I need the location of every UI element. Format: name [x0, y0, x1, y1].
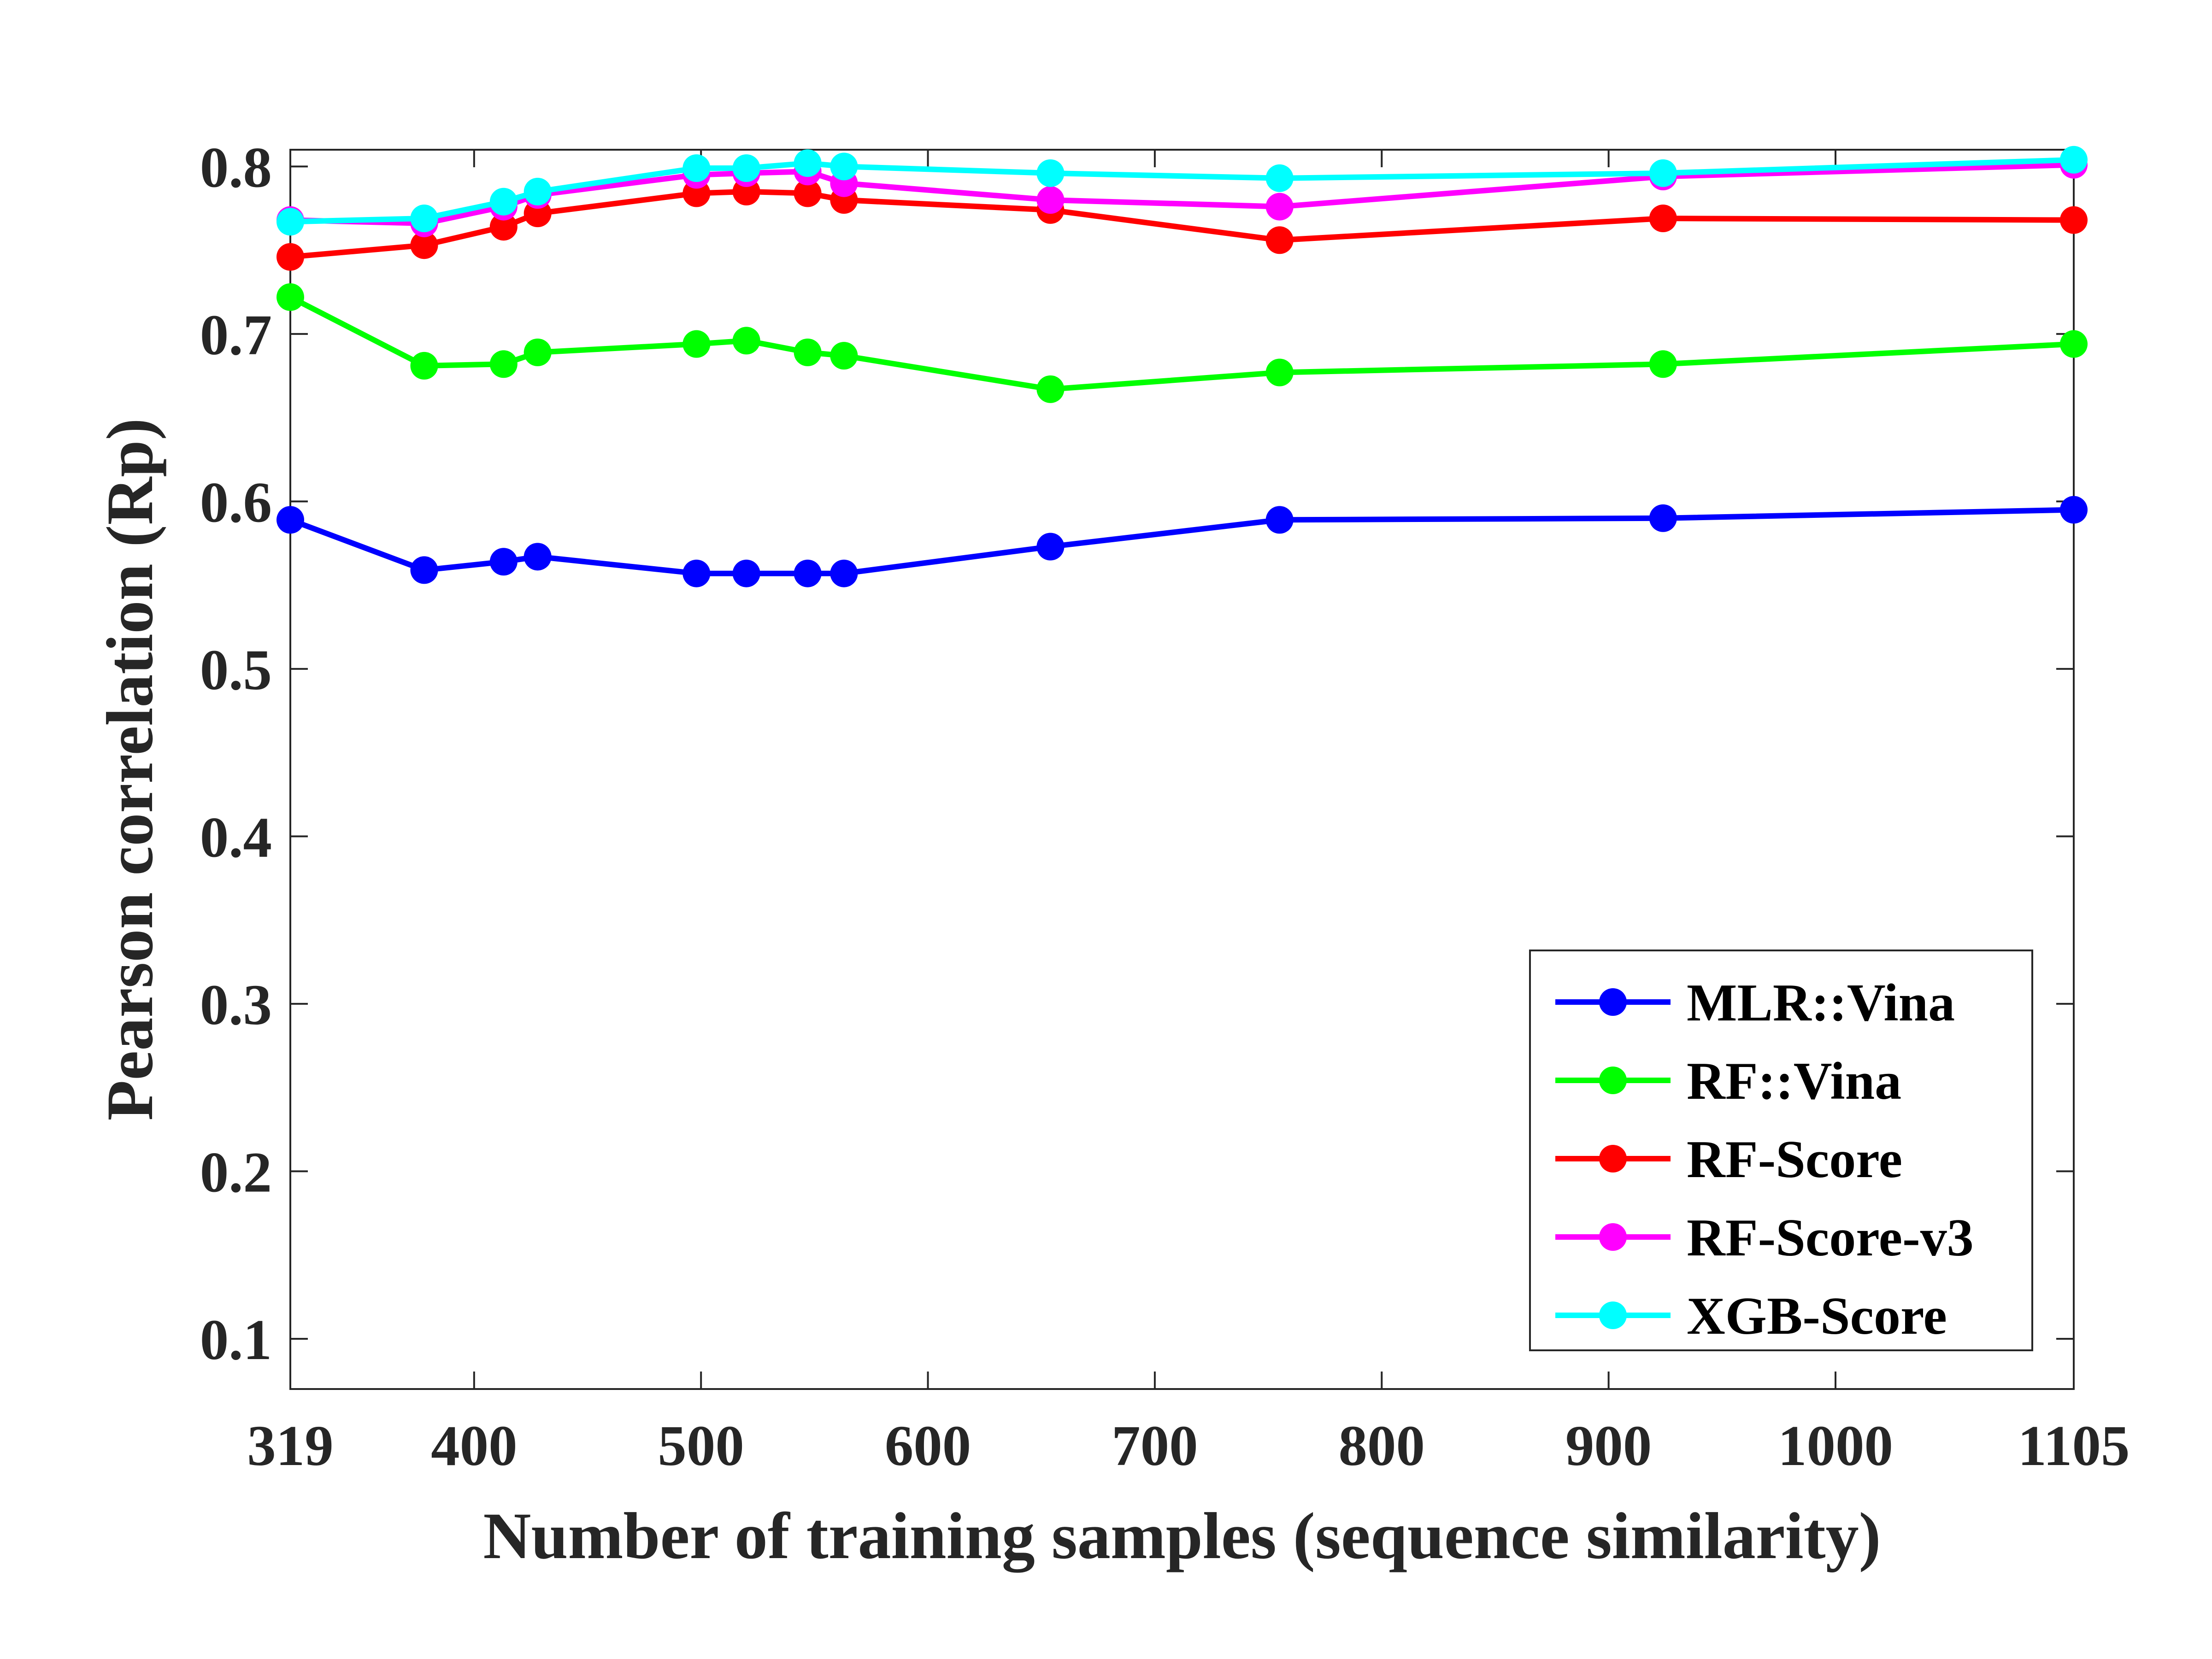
legend-marker: [1599, 1145, 1627, 1172]
y-tick-label: 0.3: [200, 973, 272, 1037]
data-point: [794, 179, 822, 207]
y-tick-label: 0.8: [200, 136, 272, 199]
data-point: [1265, 226, 1294, 254]
legend-item: RF-Score-v3: [1555, 1208, 1974, 1267]
legend-marker: [1599, 1223, 1627, 1251]
x-tick-label: 1000: [1778, 1414, 1893, 1478]
data-point: [2060, 330, 2088, 358]
data-point: [794, 338, 822, 366]
data-point: [2060, 206, 2088, 234]
x-axis: 319 400 500 600 700 800 900 1000 1105: [247, 150, 2130, 1478]
data-point: [1265, 506, 1294, 534]
data-point: [732, 154, 760, 182]
x-tick-label: 700: [1112, 1414, 1198, 1478]
legend-item: XGB-Score: [1555, 1287, 1947, 1346]
data-point: [2060, 496, 2088, 524]
data-point: [524, 543, 552, 571]
data-point: [276, 506, 304, 534]
data-point: [1649, 350, 1677, 378]
legend-label: RF::Vina: [1687, 1052, 1901, 1111]
data-point: [682, 330, 711, 358]
data-point: [1036, 533, 1065, 561]
data-point: [489, 213, 518, 241]
data-point: [489, 548, 518, 576]
data-point: [410, 556, 438, 584]
x-tick-label: 400: [431, 1414, 518, 1478]
y-tick-label: 0.4: [200, 806, 272, 869]
y-tick-label: 0.6: [200, 471, 272, 534]
data-point: [732, 327, 760, 355]
data-point: [489, 188, 518, 216]
data-point: [276, 208, 304, 236]
legend: MLR::VinaRF::VinaRF-ScoreRF-Score-v3XGB-…: [1529, 950, 2033, 1351]
data-point: [2060, 146, 2088, 174]
series-XGB-Score: [276, 146, 2088, 236]
legend-label: XGB-Score: [1687, 1287, 1947, 1346]
x-tick-label: 1105: [2018, 1414, 2130, 1478]
data-point: [1036, 375, 1065, 403]
data-point: [1649, 205, 1677, 233]
data-point: [489, 350, 518, 378]
series-RF::Vina: [276, 283, 2088, 403]
data-point: [1265, 193, 1294, 221]
legend-marker: [1599, 988, 1627, 1016]
data-point: [1265, 358, 1294, 387]
series-MLR::Vina: [276, 496, 2088, 587]
y-axis: 0.1 0.2 0.3 0.4 0.5 0.6 0.7 0.8: [200, 136, 2074, 1372]
legend-item: RF::Vina: [1555, 1052, 1901, 1111]
data-point: [410, 205, 438, 233]
x-tick-label: 800: [1339, 1414, 1425, 1478]
data-point: [524, 338, 552, 366]
x-tick-label: 319: [247, 1414, 334, 1478]
data-point: [276, 243, 304, 271]
data-point: [682, 154, 711, 182]
y-tick-label: 0.7: [200, 304, 272, 367]
x-tick-label: 900: [1565, 1414, 1652, 1478]
data-point: [1265, 164, 1294, 192]
data-point: [1649, 504, 1677, 532]
legend-item: RF-Score: [1555, 1130, 1902, 1189]
y-tick-label: 0.2: [200, 1141, 272, 1204]
data-point: [830, 342, 858, 370]
data-point: [1649, 159, 1677, 187]
x-tick-label: 500: [658, 1414, 744, 1478]
data-point: [794, 559, 822, 587]
data-point: [410, 231, 438, 259]
data-point: [410, 352, 438, 380]
data-point: [1036, 159, 1065, 187]
legend-marker: [1599, 1067, 1627, 1094]
data-point: [682, 559, 711, 587]
data-point: [276, 283, 304, 311]
x-tick-label: 600: [885, 1414, 971, 1478]
data-point: [524, 177, 552, 205]
legend-label: MLR::Vina: [1687, 973, 1955, 1032]
legend-marker: [1599, 1301, 1627, 1329]
y-tick-label: 0.1: [200, 1308, 272, 1372]
data-point: [830, 152, 858, 181]
data-point: [794, 149, 822, 177]
data-point: [830, 559, 858, 587]
y-axis-title: Pearson correlation (Rp): [94, 418, 167, 1120]
x-axis-title: Number of training samples (sequence sim…: [483, 1500, 1881, 1573]
legend-label: RF-Score: [1687, 1130, 1902, 1189]
data-point: [1036, 186, 1065, 214]
legend-item: MLR::Vina: [1555, 973, 1955, 1032]
y-tick-label: 0.5: [200, 639, 272, 702]
data-point: [732, 559, 760, 587]
series-layer: [276, 146, 2088, 587]
legend-label: RF-Score-v3: [1687, 1208, 1974, 1267]
